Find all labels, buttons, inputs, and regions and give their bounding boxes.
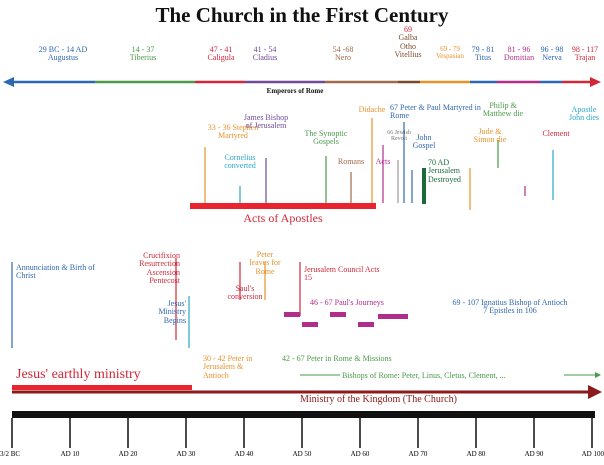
emperor-augustus: 29 BC - 14 AD Augustus bbox=[38, 45, 88, 63]
pauls-journeys-bars bbox=[284, 312, 408, 327]
emperor-tiberius: 14 - 37 Tiberius bbox=[129, 45, 157, 63]
event-james: James Bishop of Jerusalem bbox=[243, 113, 289, 131]
event-pauls-journeys: 46 - 67 Paul's Journeys bbox=[310, 298, 384, 307]
event-crucifixion: Crucifixion Resurrection Ascension Pente… bbox=[139, 251, 180, 286]
event-romans: Romans bbox=[337, 157, 365, 166]
emperor-domitian: 81 - 96 Domitian bbox=[503, 45, 535, 63]
event-jude-simon: Jude & Simon die bbox=[473, 127, 507, 145]
tick-label: AD 100 bbox=[581, 450, 604, 458]
event-jerusalem-destroyed: 70 AD Jerusalem Destroyed bbox=[428, 158, 461, 184]
event-annunciation: Annunciation & Birth of Christ bbox=[16, 263, 95, 281]
event-jewish-revolt: 66 Jewish Revolt bbox=[387, 130, 411, 143]
upper-event-lines bbox=[204, 118, 554, 210]
arrow-right-head bbox=[590, 77, 601, 87]
timeline-bar bbox=[12, 411, 595, 418]
tick-label: AD 30 bbox=[176, 450, 196, 458]
emperor-nero: 54 -68 Nero bbox=[332, 45, 354, 63]
tick-label: AD 70 bbox=[408, 450, 428, 458]
emperor-nerva: 96 - 98 Nerva bbox=[540, 45, 564, 63]
jesus-ministry-bar bbox=[12, 385, 192, 390]
event-ignatius: 69 - 107 Ignatius Bishop of Antioch 7 Ep… bbox=[452, 298, 568, 316]
tick-label: AD 80 bbox=[466, 450, 486, 458]
tick-label: AD 10 bbox=[60, 450, 80, 458]
emperors-arrow bbox=[3, 77, 601, 87]
emperor-vespasian: 69 - 79 Vespasian bbox=[436, 45, 464, 61]
event-saul-conversion: Saul's conversion bbox=[227, 284, 263, 302]
event-cornelius: Cornelius converted bbox=[224, 153, 256, 171]
event-peter-paul-martyred: 67 Peter & Paul Martyred in Rome bbox=[390, 103, 481, 121]
kingdom-label: Ministry of the Kingdom (The Church) bbox=[300, 394, 457, 405]
tick-label: 3/2 BC bbox=[0, 450, 21, 458]
event-john-gospel: John Gospel bbox=[412, 133, 436, 151]
event-peter-jerusalem: 30 - 42 Peter in Jerusalem & Antioch bbox=[203, 354, 253, 380]
tick-label: AD 60 bbox=[350, 450, 370, 458]
bishops-arrow-head bbox=[595, 372, 601, 378]
event-apostle-john: Apostle John dies bbox=[569, 105, 599, 123]
event-acts: Acts bbox=[375, 157, 391, 166]
event-philip-matthew: Philip & Matthew die bbox=[482, 101, 524, 119]
event-jesus-ministry-begins: Jesus' Ministry Begins bbox=[158, 299, 186, 325]
emperor-trajan: 98 - 117 Trajan bbox=[571, 45, 599, 63]
emperors-axis-label: Emperors of Rome bbox=[266, 87, 324, 95]
timeline-ticks bbox=[11, 418, 593, 448]
acts-of-apostles-bar bbox=[190, 203, 376, 209]
event-jerusalem-council: Jerusalem Council Acts 15 bbox=[304, 265, 380, 283]
kingdom-arrow-head bbox=[588, 385, 602, 399]
tick-label: AD 50 bbox=[292, 450, 312, 458]
event-synoptic-gospels: The Synoptic Gospels bbox=[304, 129, 348, 147]
lower-event-lines bbox=[11, 258, 301, 348]
event-clement: Clement bbox=[542, 129, 570, 138]
event-peter-leaves: Peter leaves for Rome bbox=[249, 250, 281, 276]
acts-of-apostles-label: Acts of Apostles bbox=[243, 211, 323, 225]
jesus-ministry-label: Jesus' earthly ministry bbox=[16, 367, 141, 382]
event-peter-rome: 42 - 67 Peter in Rome & Missions bbox=[282, 354, 392, 363]
tick-label: AD 90 bbox=[524, 450, 544, 458]
emperors-year-69: 69 Galba Otho Vitellius bbox=[394, 25, 422, 60]
event-stephen: 33 - 36 Stephen Martyred bbox=[207, 123, 259, 141]
diagram-title: The Church in the First Century bbox=[155, 3, 449, 27]
tick-label: AD 40 bbox=[234, 450, 254, 458]
emperor-titus: 79 - 81 Titus bbox=[471, 45, 495, 63]
emperor-caligula: 47 - 41 Caligula bbox=[207, 45, 235, 63]
emperor-claudius: 41 - 54 Cladius bbox=[252, 45, 278, 63]
jerusalem-destroyed-bar bbox=[422, 168, 426, 204]
arrow-left-head bbox=[3, 77, 14, 87]
event-didache: Didache bbox=[358, 105, 386, 114]
event-bishops-of-rome: Bishops of Rome: Peter, Linus, Cletus, C… bbox=[340, 371, 564, 381]
tick-label: AD 20 bbox=[118, 450, 138, 458]
